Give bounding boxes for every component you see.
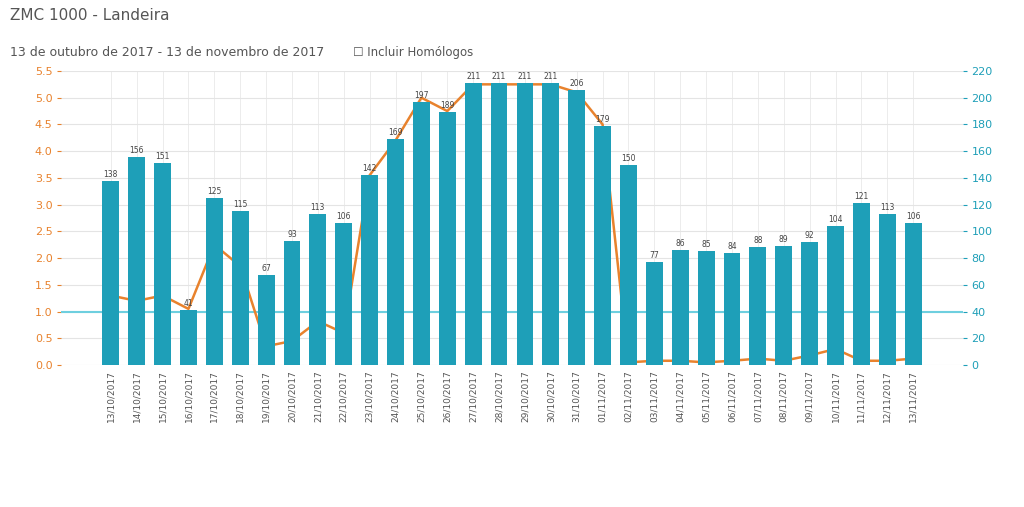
Bar (594, 126, 611, 365)
Bar (750, 247, 766, 365)
Text: 125: 125 (207, 187, 221, 196)
Bar (335, 224, 352, 365)
Bar (568, 90, 585, 365)
Text: 106: 106 (337, 212, 351, 222)
Bar (879, 214, 896, 365)
Text: 84: 84 (727, 242, 737, 251)
Bar (206, 198, 223, 365)
Bar (775, 246, 793, 365)
Bar (387, 139, 403, 365)
Text: 142: 142 (362, 164, 377, 173)
Bar (697, 251, 715, 365)
Text: 197: 197 (414, 91, 429, 100)
Text: 85: 85 (701, 240, 711, 249)
Text: ZMC 1000 - Landeira: ZMC 1000 - Landeira (10, 8, 170, 23)
Text: 150: 150 (622, 154, 636, 163)
Text: 113: 113 (310, 203, 325, 212)
Bar (309, 214, 327, 365)
Bar (672, 250, 689, 365)
Bar (180, 310, 197, 365)
Bar (827, 226, 844, 365)
Bar (853, 203, 869, 365)
Text: 151: 151 (156, 152, 170, 161)
Bar (516, 83, 534, 365)
Text: 13 de outubro de 2017 - 13 de novembro de 2017: 13 de outubro de 2017 - 13 de novembro d… (10, 46, 325, 59)
Text: 156: 156 (129, 146, 144, 155)
Text: 189: 189 (440, 101, 455, 111)
Text: 86: 86 (676, 239, 685, 248)
Bar (102, 180, 119, 365)
Text: 41: 41 (183, 299, 194, 308)
Bar (413, 102, 430, 365)
Bar (231, 211, 249, 365)
Bar (128, 157, 145, 365)
Text: 211: 211 (492, 72, 506, 81)
Text: 211: 211 (544, 72, 558, 81)
Bar (905, 224, 922, 365)
Bar (801, 242, 818, 365)
Bar (155, 163, 171, 365)
Bar (439, 113, 456, 365)
Bar (465, 83, 481, 365)
Text: 88: 88 (753, 236, 763, 245)
Bar (361, 175, 378, 365)
Text: 211: 211 (466, 72, 480, 81)
Text: 104: 104 (828, 215, 843, 224)
Text: 106: 106 (906, 212, 921, 222)
Bar (724, 253, 740, 365)
Bar (258, 275, 274, 365)
Text: 115: 115 (233, 200, 248, 209)
Bar (284, 241, 300, 365)
Text: ☐ Incluir Homólogos: ☐ Incluir Homólogos (353, 46, 473, 59)
Text: 169: 169 (388, 128, 402, 137)
Text: 77: 77 (649, 251, 659, 260)
Text: 121: 121 (854, 192, 868, 201)
Text: 113: 113 (880, 203, 895, 212)
Bar (621, 165, 637, 365)
Text: 89: 89 (779, 235, 788, 244)
Text: 93: 93 (287, 230, 297, 239)
Text: 211: 211 (518, 72, 532, 81)
Text: 138: 138 (103, 169, 118, 178)
Text: 206: 206 (569, 79, 584, 88)
Text: 67: 67 (261, 265, 271, 273)
Bar (646, 262, 663, 365)
Bar (490, 83, 508, 365)
Text: 179: 179 (595, 115, 610, 124)
Bar (543, 83, 559, 365)
Text: 92: 92 (805, 231, 814, 240)
